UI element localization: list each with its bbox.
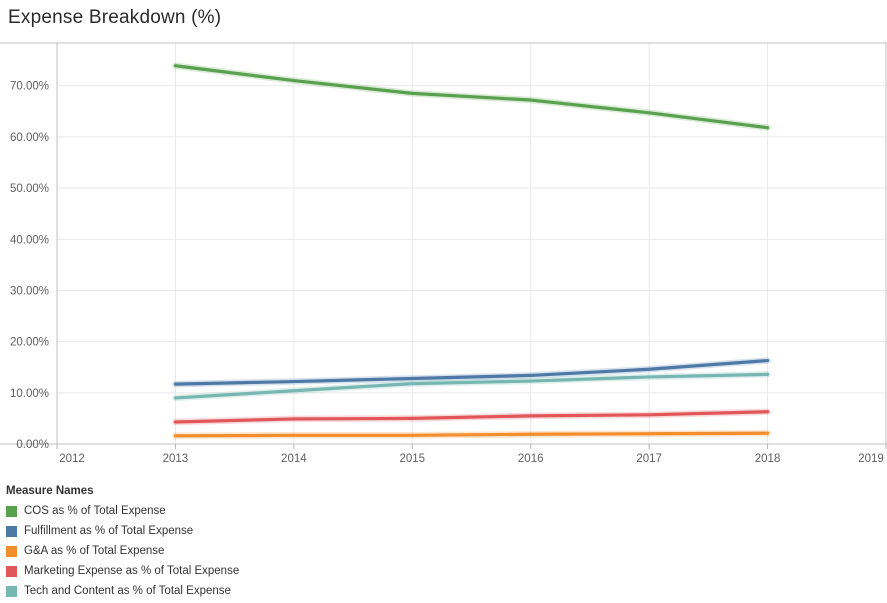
line-chart: 0.00% 10.00% 20.00% 30.00% 40.00% 50.00% 60.00…: [0, 42, 887, 465]
x-axis-label: 2018: [755, 453, 781, 465]
x-axis-label: 2017: [636, 453, 662, 465]
legend: Measure Names COS as % of Total Expense F…: [6, 485, 406, 601]
legend-item[interactable]: Marketing Expense as % of Total Expense: [6, 561, 406, 581]
x-axis-label: 2015: [399, 453, 425, 465]
x-axis-label: 2016: [518, 453, 544, 465]
legend-swatch: [6, 505, 17, 517]
x-axis-label: 2019: [858, 453, 884, 465]
legend-item-label: Marketing Expense as % of Total Expense: [24, 565, 240, 577]
legend-items: COS as % of Total Expense Fulfillment as …: [6, 501, 406, 601]
series-line[interactable]: [173, 372, 770, 400]
legend-item[interactable]: COS as % of Total Expense: [6, 501, 406, 521]
y-axis-label: 70.00%: [10, 81, 49, 93]
series-line[interactable]: [173, 358, 770, 386]
legend-item-label: COS as % of Total Expense: [24, 505, 166, 517]
x-axis-label: 2014: [281, 453, 307, 465]
series-line[interactable]: [173, 410, 770, 424]
chart-title: Expense Breakdown (%): [8, 7, 222, 28]
series-line[interactable]: [173, 64, 770, 130]
series-line[interactable]: [173, 431, 770, 438]
legend-swatch: [6, 565, 17, 577]
x-axis-label: 2012: [59, 453, 85, 465]
y-axis-label: 0.00%: [16, 439, 49, 451]
legend-swatch: [6, 525, 17, 537]
legend-item[interactable]: G&A as % of Total Expense: [6, 541, 406, 561]
legend-swatch: [6, 585, 17, 597]
y-axis-label: 30.00%: [10, 285, 49, 297]
y-axis-label: 60.00%: [10, 132, 49, 144]
y-axis-label: 20.00%: [10, 337, 49, 349]
legend-item[interactable]: Tech and Content as % of Total Expense: [6, 581, 406, 601]
legend-swatch: [6, 545, 17, 557]
legend-title: Measure Names: [6, 485, 94, 497]
y-axis-label: 50.00%: [10, 183, 49, 195]
x-axis-label: 2013: [163, 453, 189, 465]
legend-item[interactable]: Fulfillment as % of Total Expense: [6, 521, 406, 541]
y-axis-label: 10.00%: [10, 388, 49, 400]
legend-item-label: G&A as % of Total Expense: [24, 545, 165, 557]
legend-item-label: Tech and Content as % of Total Expense: [24, 585, 231, 597]
y-axis-label: 40.00%: [10, 234, 49, 246]
legend-item-label: Fulfillment as % of Total Expense: [24, 525, 194, 537]
